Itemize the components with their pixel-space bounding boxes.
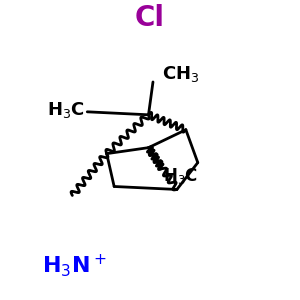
Text: H$_3$N$^+$: H$_3$N$^+$ [43, 252, 107, 279]
Text: H$_3$C: H$_3$C [47, 100, 85, 120]
Text: H$_3$C: H$_3$C [164, 166, 199, 186]
Text: Cl: Cl [135, 4, 165, 32]
Text: CH$_3$: CH$_3$ [162, 64, 200, 85]
